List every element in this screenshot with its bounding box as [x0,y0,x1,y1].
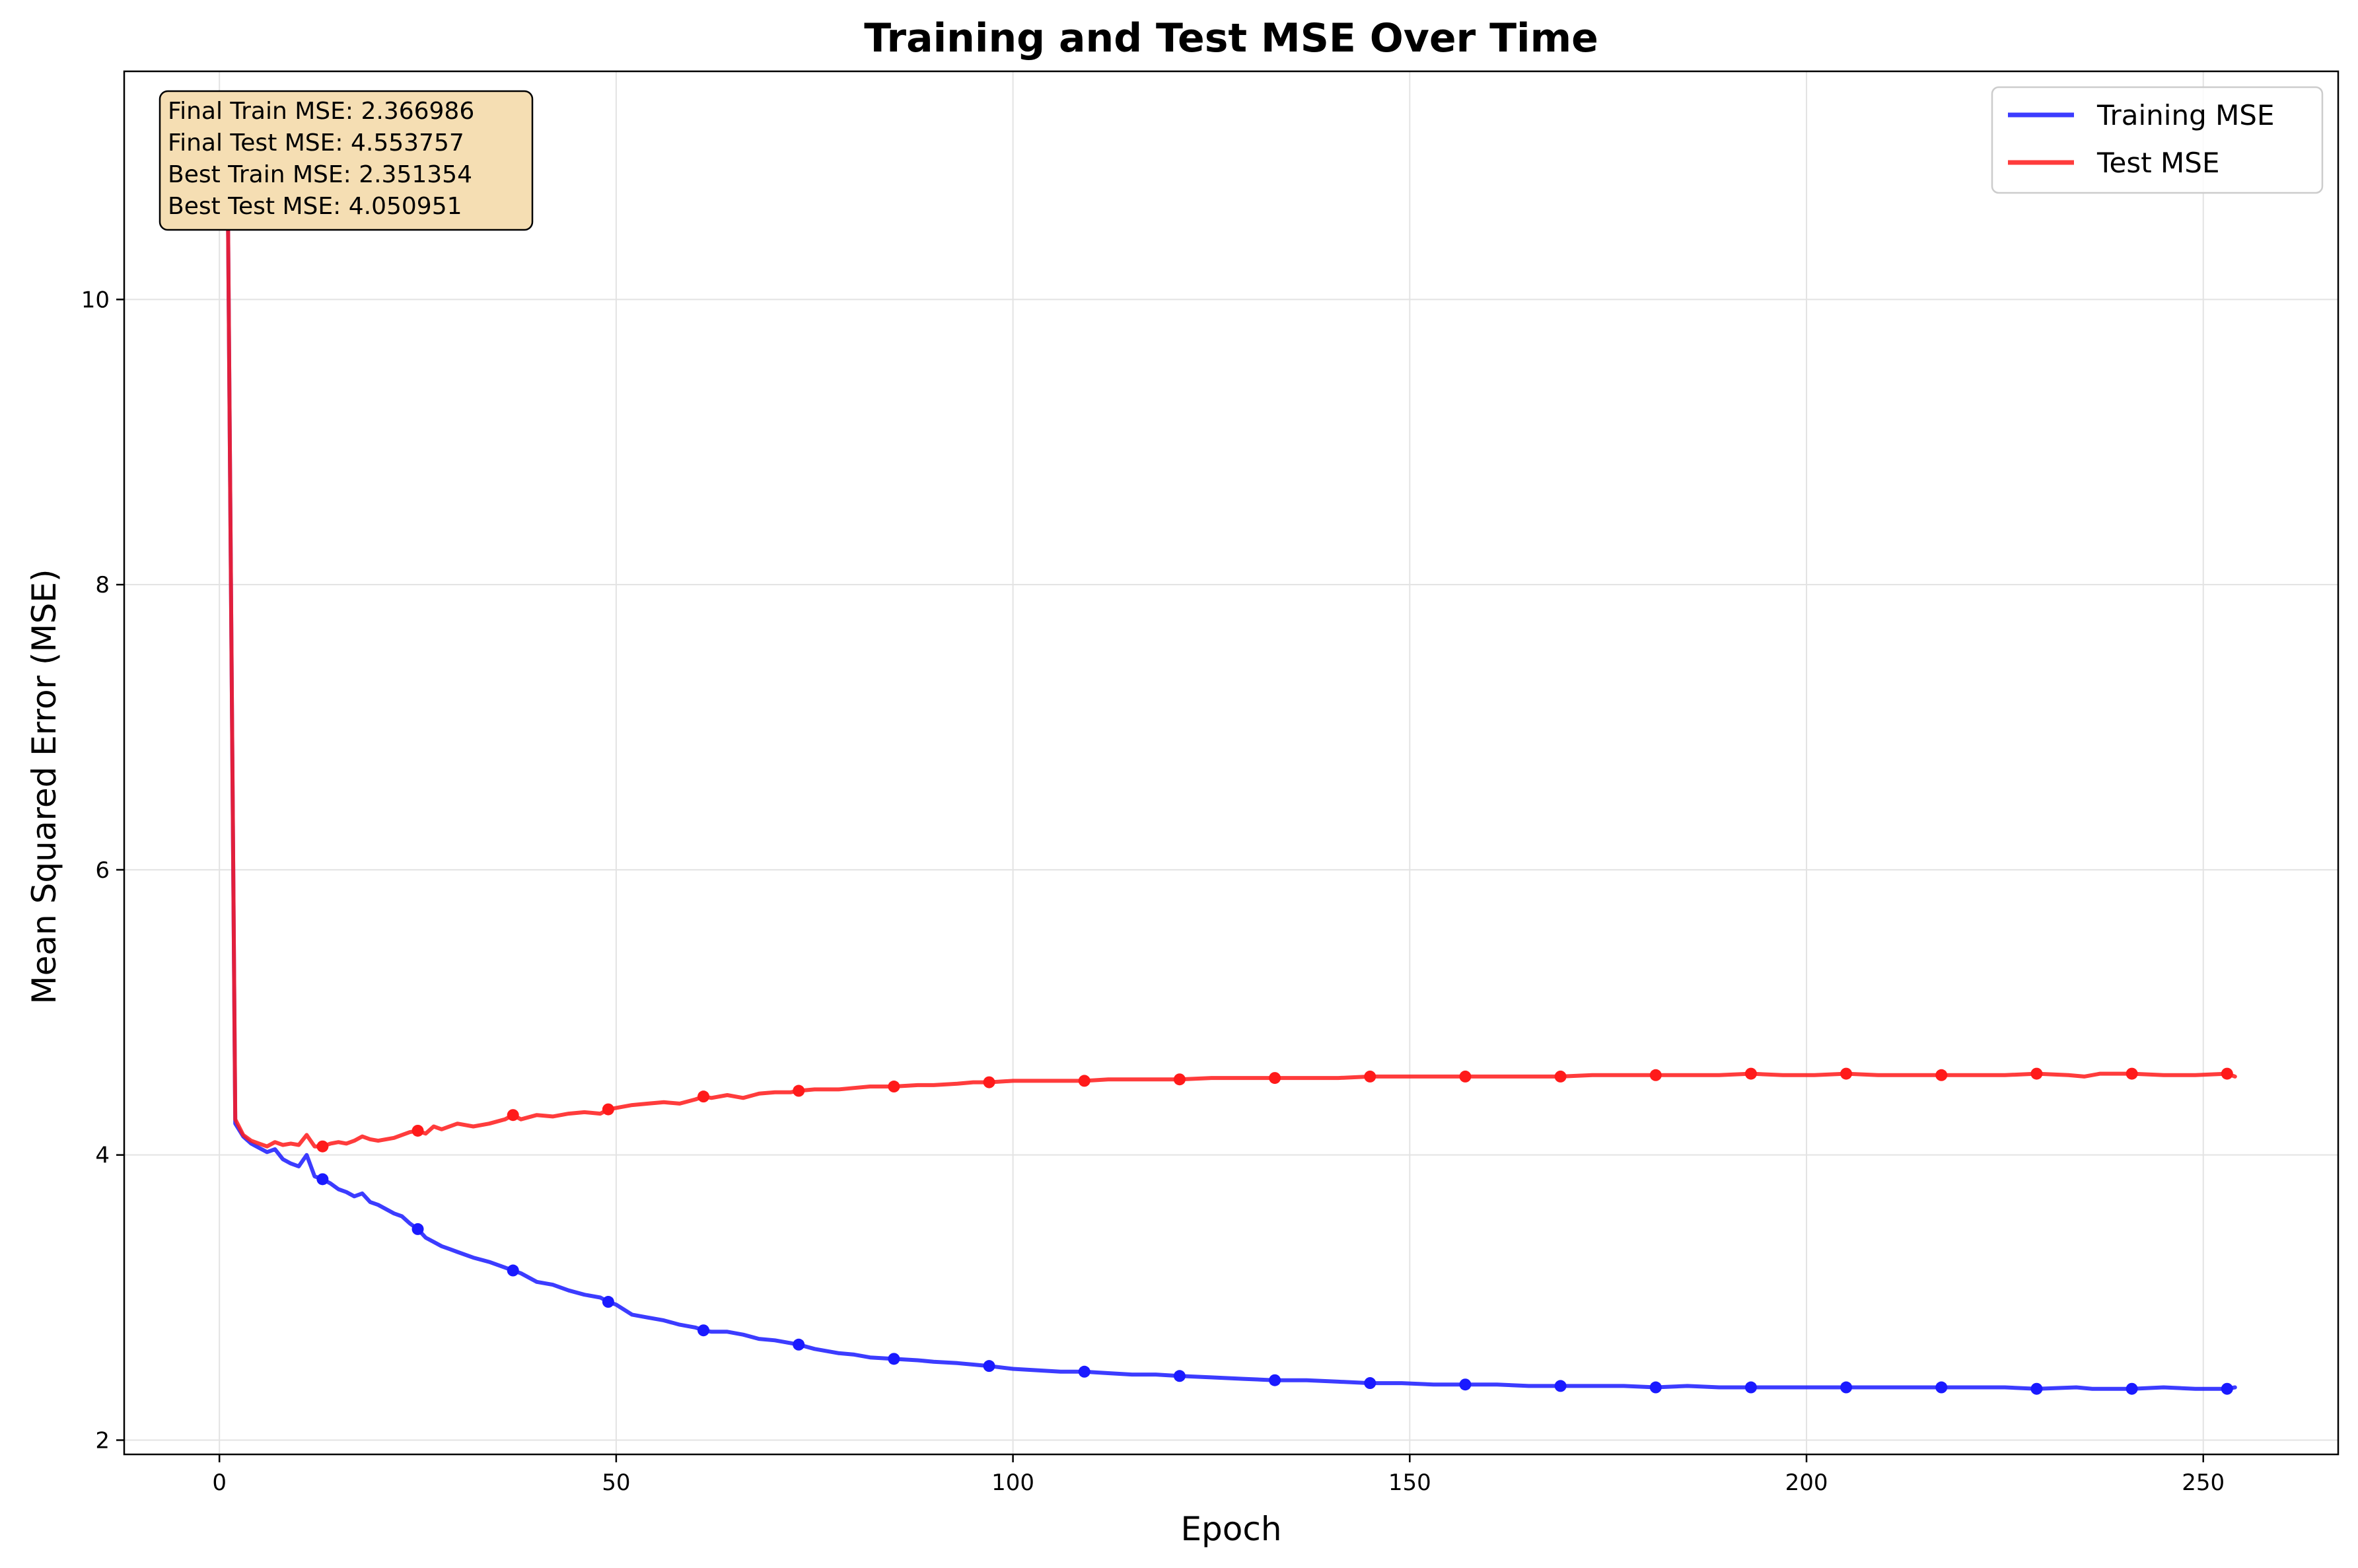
x-tick-label: 250 [2182,1470,2225,1496]
plot-frame [123,70,2340,1456]
series-marker-test [793,1085,805,1097]
series-marker-training [1364,1377,1376,1390]
series-marker-training [983,1360,995,1372]
y-tick-label: 2 [95,1427,110,1454]
series-marker-training [793,1338,805,1351]
series-marker-test [1649,1069,1662,1081]
y-axis-title: Mean Squared Error (MSE) [25,569,63,1004]
y-tick-label: 6 [95,857,110,884]
x-axis-title: Epoch [1180,1510,1281,1548]
x-tick-label: 0 [212,1470,227,1496]
stats-box-background [159,90,534,231]
series-marker-training [1459,1378,1472,1391]
series-marker-training [316,1173,329,1186]
series-marker-test [1554,1070,1567,1083]
x-tick-label: 150 [1388,1470,1431,1496]
series-marker-training [411,1223,424,1235]
axis-ticks: 0 50 100 150 200 250 2 4 6 8 10 [81,287,2225,1496]
series-marker-test [697,1090,710,1103]
series-marker-training [1935,1381,1948,1394]
series-marker-training [1269,1374,1281,1386]
series-marker-test [983,1076,995,1088]
legend: Training MSE Test MSE [1991,86,2324,194]
series-lines [225,133,2237,1391]
x-tick-label: 50 [602,1470,630,1496]
series-marker-test [1173,1073,1186,1086]
series-markers [316,1067,2233,1395]
series-marker-test [2126,1067,2138,1080]
series-marker-test [1269,1072,1281,1085]
stats-best-test: Best Test MSE: 4.050951 [168,193,462,220]
series-marker-test [602,1103,614,1116]
series-marker-test [888,1081,900,1093]
series-marker-training [1649,1381,1662,1394]
y-tick-label: 8 [95,572,110,598]
series-marker-test [1078,1075,1090,1087]
series-line-test [225,133,2237,1149]
x-tick-label: 100 [991,1470,1034,1496]
chart-title: Training and Test MSE Over Time [864,15,1598,61]
series-marker-training [2126,1382,2138,1395]
series-marker-test [2030,1067,2043,1080]
series-line-training [225,133,2237,1391]
x-tick-label: 200 [1785,1470,1828,1496]
legend-box [1991,86,2324,194]
series-marker-training [888,1353,900,1365]
series-marker-training [1840,1381,1853,1394]
series-marker-training [1173,1370,1186,1382]
stats-best-train: Best Train MSE: 2.351354 [168,161,472,188]
series-marker-training [1078,1365,1090,1378]
series-marker-test [2221,1067,2233,1080]
series-marker-test [507,1109,519,1122]
series-marker-test [411,1124,424,1137]
series-marker-training [2221,1382,2233,1395]
series-marker-test [1744,1067,1757,1080]
series-marker-test [316,1140,329,1153]
series-marker-training [1744,1381,1757,1394]
stats-box: Final Train MSE: 2.366986 Final Test MSE… [159,90,534,231]
series-marker-training [2030,1382,2043,1395]
series-marker-training [697,1324,710,1337]
y-tick-label: 4 [95,1143,110,1169]
series-marker-test [1459,1070,1472,1083]
series-marker-training [507,1264,519,1277]
stats-final-test: Final Test MSE: 4.553757 [168,129,464,157]
series-marker-test [1935,1069,1948,1081]
series-marker-training [602,1296,614,1308]
series-marker-training [1554,1380,1567,1392]
grid [124,71,2338,1454]
legend-label-test: Test MSE [2096,147,2220,179]
series-marker-test [1364,1070,1376,1083]
y-tick-label: 10 [81,287,110,313]
series-marker-test [1840,1067,1853,1080]
legend-label-training: Training MSE [2096,99,2275,131]
stats-final-train: Final Train MSE: 2.366986 [168,98,474,125]
